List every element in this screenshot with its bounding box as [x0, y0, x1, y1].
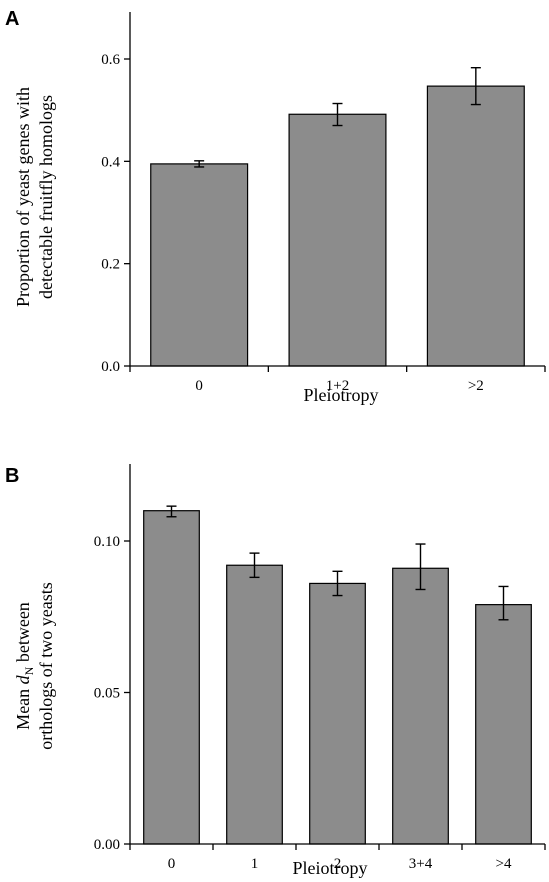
- y-axis-title-a-line1: Proportion of yeast genes with: [13, 87, 33, 307]
- y-tick-label-b-0: 0.00: [94, 837, 120, 853]
- y-axis-title-a-line2: detectable fruitfly homologs: [36, 95, 56, 299]
- chart-panel-a: A Proportion of yeast genes with detecta…: [5, 8, 546, 405]
- x-tick-label-a-0: 0: [195, 378, 203, 394]
- chart-panel-b: B Mean dN between orthologs of two yeast…: [5, 464, 546, 878]
- y-axis-title-b-suffix: between: [13, 602, 33, 666]
- axes-group-b: 0.00 0.05 0.10 0 1 2 3+4 >4: [94, 464, 546, 872]
- y-axis-title-b-var: d: [13, 674, 33, 684]
- bar-b-3: [392, 567, 449, 845]
- x-tick-label-b-2: 2: [334, 856, 342, 872]
- x-tick-label-b-3: 3+4: [409, 856, 433, 872]
- y-axis-title-b-line2: orthologs of two yeasts: [36, 582, 56, 749]
- y-tick-label-b-2: 0.10: [94, 534, 120, 550]
- bars-group-b: [143, 505, 532, 845]
- y-tick-label-a-3: 0.6: [101, 52, 120, 68]
- bar-b-0: [143, 510, 200, 845]
- axes-group-a: 0.0 0.2 0.4 0.6 0 1+2 >2: [101, 12, 546, 394]
- y-axis-title-b-line1: Mean dN between: [13, 602, 36, 730]
- bar-a-0: [150, 163, 249, 367]
- y-axis-title-b-sub: N: [22, 666, 36, 675]
- x-axis-title-b: Pleiotropy: [293, 858, 368, 878]
- x-tick-label-b-1: 1: [251, 856, 259, 872]
- panel-label-b: B: [5, 465, 19, 487]
- bar-b-4: [475, 604, 532, 845]
- x-tick-label-b-4: >4: [496, 856, 512, 872]
- y-tick-label-a-1: 0.2: [101, 257, 120, 273]
- x-tick-label-a-1: 1+2: [326, 378, 349, 394]
- bar-b-2: [309, 582, 366, 845]
- y-axis-title-b-prefix: Mean: [13, 684, 33, 729]
- y-tick-label-a-0: 0.0: [101, 359, 120, 375]
- x-tick-label-b-0: 0: [168, 856, 176, 872]
- x-axis-title-a: Pleiotropy: [304, 385, 379, 405]
- bar-a-2: [426, 85, 525, 367]
- bar-b-1: [226, 564, 283, 845]
- y-tick-label-a-2: 0.4: [101, 154, 120, 170]
- y-tick-label-b-1: 0.05: [94, 686, 120, 702]
- bars-group-a: [150, 66, 525, 367]
- x-tick-label-a-2: >2: [468, 378, 484, 394]
- panel-label-a: A: [5, 8, 19, 30]
- bar-a-1: [288, 113, 387, 367]
